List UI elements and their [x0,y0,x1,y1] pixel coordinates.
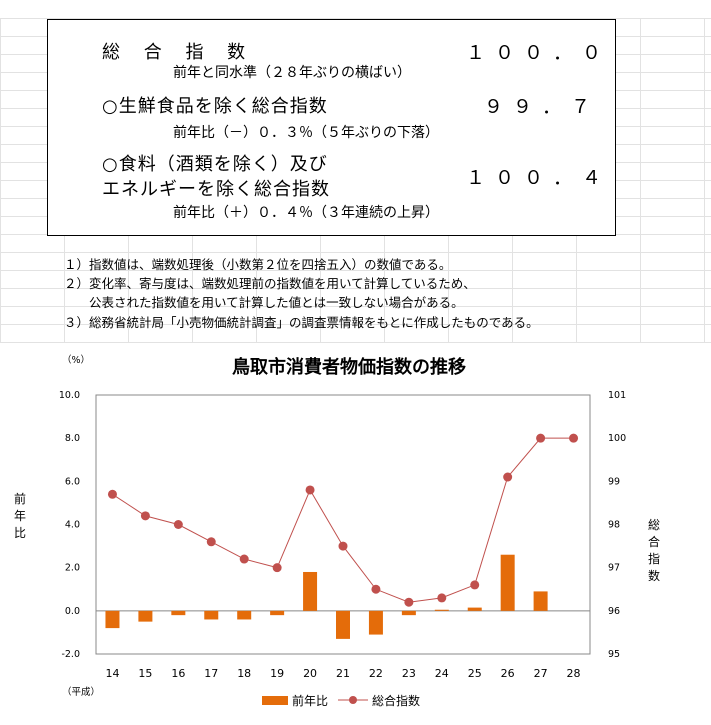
index-point [470,580,480,590]
left-tick-label: 4.0 [65,520,80,531]
left-axis-unit: （%） [62,354,90,366]
index-point [206,537,216,547]
summary-row2-name: ○生鮮食品を除く総合指数 [102,96,328,117]
right-axis-title-char: 数 [648,568,660,583]
x-tick-label: 27 [534,667,548,680]
summary-row1-note: 前年と同水準（２８年ぶりの横ばい） [173,65,411,81]
note-3: 公表された指数値を用いて計算した値とは一致しない場合がある。 [64,295,464,310]
right-axis-title-char: 総 [648,518,660,532]
index-point [272,563,282,573]
bar [336,610,350,639]
summary-row3-note: 前年比（＋）０．４％（３年連続の上昇） [173,205,439,221]
bar [368,610,383,635]
x-tick-label: 22 [369,667,383,680]
x-tick-label: 28 [567,667,581,680]
right-tick-label: 98 [608,520,620,531]
left-tick-label: 8.0 [65,433,80,444]
index-point [569,433,579,443]
right-axis-title-char: 指 [648,551,660,566]
note-1: １）指数値は、端数処理後（小数第２位を四捨五入）の数値である。 [64,257,452,272]
bar [270,610,285,616]
summary-row1-name: 総 合 指 数 [102,42,255,63]
plot-frame [95,394,591,655]
index-point [305,485,315,495]
index-point [437,593,447,603]
index-point [107,489,117,499]
left-tick-label: -2.0 [61,649,80,660]
right-axis-title-char: 合 [648,534,660,549]
x-tick-label: 21 [336,667,350,680]
x-tick-label: 20 [303,667,317,680]
bar [467,607,482,611]
index-point [140,511,150,521]
bar [204,610,219,620]
left-axis-title-char: 年 [14,509,26,523]
summary-row3-value: １００．４ [466,167,612,189]
bar [401,610,416,616]
legend-bar-swatch [262,696,288,705]
legend-line-marker [349,696,357,704]
bar [105,610,120,629]
note-4: ３）総務省統計局「小売物価統計調査」の調査票情報をもとに作成したものである。 [64,315,539,330]
x-tick-label: 17 [204,667,218,680]
left-tick-label: 6.0 [65,476,80,487]
x-tick-label: 19 [270,667,284,680]
bar [171,610,186,616]
x-tick-label: 26 [501,667,515,680]
left-axis-title: 前年比 [14,491,26,540]
summary-row3-name-line1: ○食料（酒類を除く）及び [102,154,328,175]
summary-row1-value: １００．０ [466,42,612,64]
note-2: ２）変化率、寄与度は、端数処理前の指数値を用いて計算しているため、 [64,276,476,291]
legend-line-label: 総合指数 [372,693,420,708]
index-point [503,472,513,482]
x-tick-label: 15 [138,667,152,680]
chart-background [0,343,711,725]
x-tick-label: 23 [402,667,416,680]
chart-area: 鳥取市消費者物価指数の推移 （%） （平成） 前年比 総合指数 10.0 8.0 6… [0,343,711,725]
summary-row2-note: 前年比（－）０．３％（５年ぶりの下落） [173,125,439,141]
summary-row3-name-line2: エネルギーを除く総合指数 [102,179,330,200]
index-point [371,584,381,594]
bar [138,610,153,622]
x-tick-label: 24 [435,667,449,680]
left-axis-title-char: 前 [14,491,26,506]
right-tick-label: 100 [608,433,626,444]
index-point [536,433,546,443]
right-axis-title: 総合指数 [648,518,660,583]
index-point [338,541,348,551]
index-point [239,554,249,564]
left-tick-label: 10.0 [59,390,80,401]
chart-svg: 鳥取市消費者物価指数の推移 （%） （平成） 前年比 総合指数 10.0 8.0 6… [0,343,711,725]
index-point [404,597,414,607]
summary-row2-value: ９９．７ [484,96,601,118]
x-axis-era-label: （平成） [62,686,100,698]
right-tick-label: 97 [608,563,620,574]
summary-box: 総 合 指 数 １００．０ 前年と同水準（２８年ぶりの横ばい） ○生鮮食品を除く… [47,19,616,236]
x-tick-label: 16 [171,667,185,680]
bar [303,571,318,611]
right-tick-label: 95 [608,649,620,660]
left-tick-label: 2.0 [65,563,80,574]
x-tick-label: 18 [237,667,251,680]
bar [434,609,449,611]
chart-title: 鳥取市消費者物価指数の推移 [232,356,466,378]
bar [533,591,548,611]
right-tick-label: 99 [608,476,620,487]
right-tick-label: 96 [608,606,620,617]
index-point [173,520,183,529]
bar [237,610,252,620]
x-tick-label: 25 [468,667,482,680]
bar [500,554,515,611]
right-tick-label: 101 [608,390,626,401]
x-tick-label: 14 [105,667,119,680]
left-tick-label: 0.0 [65,606,80,617]
left-axis-title-char: 比 [14,526,26,540]
legend-bar-label: 前年比 [292,693,328,708]
